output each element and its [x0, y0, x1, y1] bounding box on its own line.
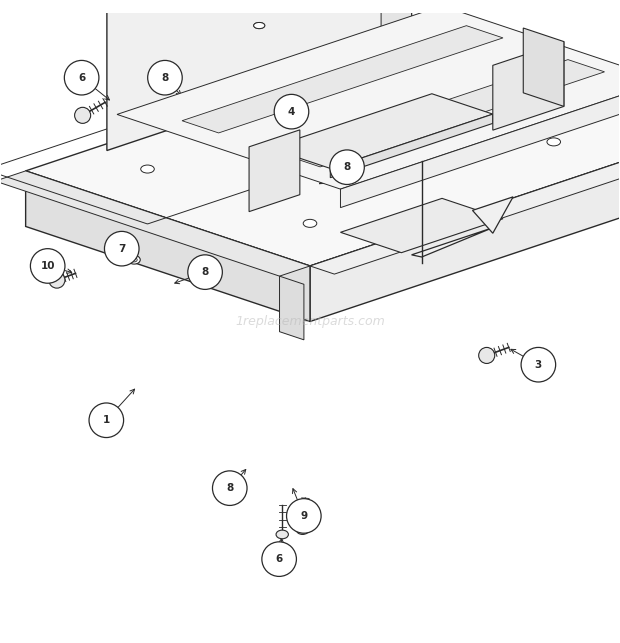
Polygon shape: [310, 116, 620, 322]
Polygon shape: [330, 114, 493, 177]
Circle shape: [89, 403, 123, 437]
Circle shape: [274, 95, 309, 129]
Ellipse shape: [254, 23, 265, 29]
Polygon shape: [412, 228, 493, 257]
Ellipse shape: [131, 258, 137, 262]
Polygon shape: [280, 276, 304, 340]
Polygon shape: [229, 0, 620, 1]
Ellipse shape: [276, 530, 288, 539]
Polygon shape: [493, 42, 564, 130]
Text: 8: 8: [226, 483, 233, 493]
Polygon shape: [117, 6, 620, 189]
Circle shape: [104, 231, 139, 266]
Polygon shape: [310, 116, 620, 274]
Ellipse shape: [547, 138, 560, 146]
Polygon shape: [340, 198, 503, 253]
Circle shape: [30, 249, 65, 283]
Text: 1replacementparts.com: 1replacementparts.com: [235, 315, 385, 328]
Polygon shape: [381, 0, 412, 49]
Text: 10: 10: [40, 261, 55, 271]
Polygon shape: [25, 21, 620, 266]
Circle shape: [148, 60, 182, 95]
Circle shape: [213, 471, 247, 505]
Text: 6: 6: [78, 73, 86, 83]
Polygon shape: [340, 80, 620, 208]
Polygon shape: [0, 171, 310, 276]
Polygon shape: [249, 130, 300, 212]
Ellipse shape: [344, 152, 357, 159]
Polygon shape: [25, 171, 310, 322]
Circle shape: [330, 150, 365, 185]
Ellipse shape: [128, 255, 140, 264]
Text: 9: 9: [300, 511, 308, 521]
Circle shape: [188, 255, 223, 289]
Polygon shape: [182, 26, 503, 133]
Circle shape: [286, 498, 321, 533]
Circle shape: [64, 60, 99, 95]
Text: 8: 8: [161, 73, 169, 83]
Polygon shape: [269, 94, 493, 168]
Text: 4: 4: [288, 107, 295, 116]
Circle shape: [479, 347, 495, 363]
Text: 8: 8: [343, 162, 351, 172]
Text: 3: 3: [534, 359, 542, 370]
Circle shape: [521, 347, 556, 382]
Ellipse shape: [384, 84, 398, 91]
Ellipse shape: [254, 23, 265, 29]
Ellipse shape: [303, 219, 317, 228]
Polygon shape: [472, 197, 513, 233]
Text: 7: 7: [118, 244, 125, 254]
Polygon shape: [283, 60, 604, 167]
Text: 8: 8: [202, 267, 209, 277]
Circle shape: [49, 272, 65, 288]
Polygon shape: [107, 0, 412, 150]
Polygon shape: [523, 28, 564, 106]
Circle shape: [262, 542, 296, 576]
Text: 1: 1: [103, 415, 110, 425]
Ellipse shape: [296, 526, 309, 534]
Ellipse shape: [141, 165, 154, 173]
Circle shape: [74, 107, 91, 123]
Text: 6: 6: [275, 554, 283, 564]
